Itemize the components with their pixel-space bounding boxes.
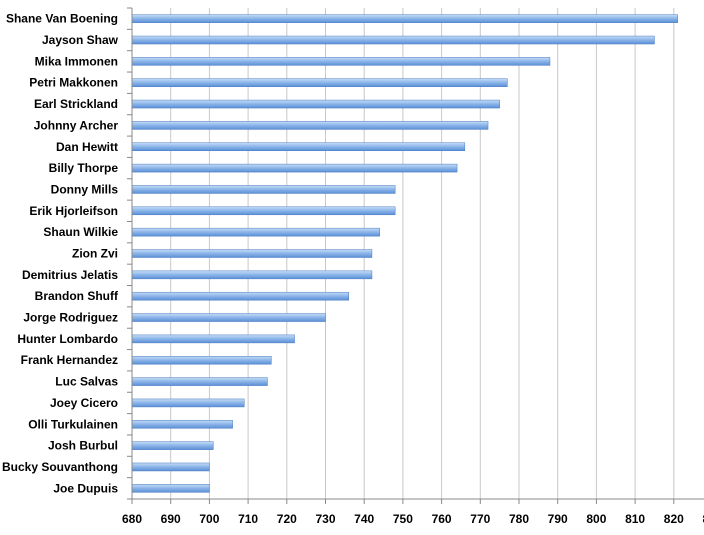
- bar-erik-hjorleifson: [131, 206, 396, 216]
- category-label: Joe Dupuis: [53, 481, 118, 495]
- x-tick-label: 810: [625, 512, 645, 526]
- bars: [131, 14, 678, 493]
- category-label: Mika Immonen: [35, 54, 118, 68]
- x-tick-label: 780: [509, 512, 529, 526]
- category-label: Dan Hewitt: [56, 140, 118, 154]
- category-label: Joey Cicero: [50, 396, 118, 410]
- bar-earl-strickland: [131, 99, 500, 109]
- category-label: Billy Thorpe: [49, 161, 119, 175]
- category-label: Brandon Shuff: [35, 289, 119, 303]
- x-tick-label: 700: [199, 512, 219, 526]
- x-tick-label: 830: [702, 512, 704, 526]
- bar-donny-mills: [131, 185, 396, 194]
- bar-shane-van-boening: [131, 14, 678, 23]
- bar-johnny-archer: [131, 121, 489, 130]
- x-tick-label: 730: [315, 512, 335, 526]
- bar-josh-burbul: [131, 441, 214, 450]
- x-tick-label: 770: [470, 512, 490, 526]
- category-label: Hunter Lombardo: [17, 332, 118, 346]
- category-label: Josh Burbul: [48, 439, 118, 453]
- category-label: Earl Strickland: [34, 97, 118, 111]
- x-tick-label: 690: [161, 512, 181, 526]
- category-label: Johnny Archer: [34, 118, 119, 132]
- bar-billy-thorpe: [131, 163, 458, 173]
- category-label: Demitrius Jelatis: [22, 268, 118, 282]
- bar-shaun-wilkie: [131, 227, 380, 237]
- bar-olli-turkulainen: [131, 420, 233, 429]
- bar-hunter-lombardo: [131, 334, 295, 344]
- category-labels: Shane Van Boening Jayson Shaw Mika Immonen…: [2, 12, 119, 496]
- bar-luc-salvas: [131, 377, 268, 386]
- x-tick-label: 760: [432, 512, 452, 526]
- x-tick-label: 740: [354, 512, 374, 526]
- bar-bucky-souvanthong: [131, 462, 210, 472]
- category-label: Erik Hjorleifson: [29, 204, 118, 218]
- category-label: Luc Salvas: [55, 375, 118, 389]
- bar-dan-hewitt: [131, 142, 466, 152]
- category-label: Petri Makkonen: [29, 76, 118, 90]
- category-label: Jorge Rodriguez: [23, 311, 118, 325]
- category-label: Shaun Wilkie: [43, 225, 118, 239]
- category-label: Donny Mills: [51, 182, 119, 196]
- x-tick-label: 790: [548, 512, 568, 526]
- bar-zion-zvi: [131, 249, 373, 258]
- bar-mika-immonen: [131, 57, 551, 66]
- category-label: Olli Turkulainen: [28, 417, 118, 431]
- bar-jorge-rodriguez: [131, 313, 326, 322]
- category-label: Frank Hernandez: [21, 353, 118, 367]
- x-tick-label: 710: [238, 512, 258, 526]
- x-tick-label: 800: [586, 512, 606, 526]
- category-label: Bucky Souvanthong: [2, 460, 118, 474]
- bar-frank-hernandez: [131, 355, 272, 365]
- bar-brandon-shuff: [131, 291, 349, 301]
- bar-joey-cicero: [131, 398, 245, 408]
- x-tick-labels: 680 690 700 710 720 730 740 750 760 770 780 790 800 8…: [122, 512, 704, 526]
- x-tick-label: 720: [277, 512, 297, 526]
- bar-petri-makkonen: [131, 78, 508, 87]
- x-tick-label: 680: [122, 512, 142, 526]
- bar-joe-dupuis: [131, 484, 210, 493]
- x-tick-label: 820: [664, 512, 684, 526]
- axes: [127, 7, 704, 504]
- category-label: Jayson Shaw: [42, 33, 119, 47]
- category-label: Zion Zvi: [72, 247, 118, 261]
- bar-demitrius-jelatis: [131, 270, 373, 280]
- category-label: Shane Van Boening: [6, 12, 118, 26]
- bar-jayson-shaw: [131, 35, 655, 45]
- x-tick-label: 750: [393, 512, 413, 526]
